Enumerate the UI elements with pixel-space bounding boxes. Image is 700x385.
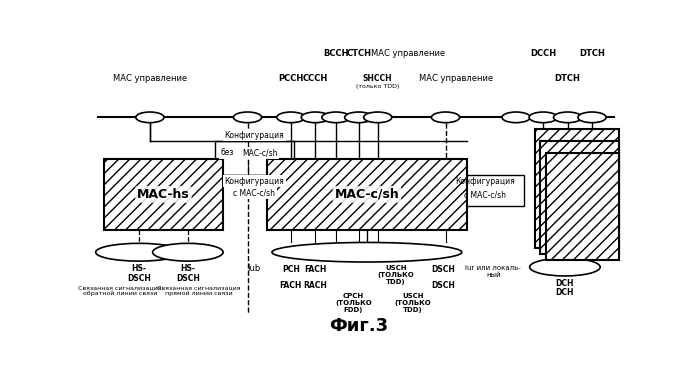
Text: с МАС-c/sh: с МАС-c/sh [233, 189, 275, 198]
Text: PCH: PCH [282, 265, 300, 274]
Text: MAC-d: MAC-d [554, 182, 600, 195]
Ellipse shape [530, 258, 600, 276]
Bar [540, 141, 619, 254]
Text: FACH: FACH [304, 265, 326, 274]
Bar [546, 153, 619, 259]
Text: DCCH: DCCH [530, 49, 556, 58]
Text: Связанная сигнализация
прямой линии связи: Связанная сигнализация прямой линии связ… [157, 285, 241, 296]
Text: CPCH
(ТОЛЬКО
FDD): CPCH (ТОЛЬКО FDD) [335, 293, 372, 313]
Text: без: без [220, 149, 234, 157]
Text: (только TDD): (только TDD) [356, 84, 400, 89]
Text: RACH: RACH [303, 281, 328, 290]
Text: BCCH: BCCH [323, 49, 349, 58]
Ellipse shape [153, 243, 223, 261]
Text: HS-
DSCH: HS- DSCH [176, 264, 199, 283]
Ellipse shape [276, 112, 305, 123]
Text: DCH: DCH [556, 279, 574, 288]
Text: Фиг.3: Фиг.3 [329, 317, 389, 335]
Bar [104, 159, 223, 230]
Text: DSCH: DSCH [431, 281, 455, 290]
Bar [267, 159, 467, 230]
Ellipse shape [301, 112, 330, 123]
Ellipse shape [554, 112, 582, 123]
Text: МАС управление: МАС управление [370, 49, 444, 58]
Text: Iur или локаль-
ный: Iur или локаль- ный [466, 265, 522, 278]
Ellipse shape [529, 112, 557, 123]
Text: DTCH: DTCH [579, 49, 605, 58]
Text: DSCH: DSCH [431, 265, 455, 274]
Ellipse shape [96, 243, 183, 261]
Text: CCCH: CCCH [302, 74, 328, 83]
Text: Конфигурация: Конфигурация [225, 177, 284, 186]
Text: MAC-c/sh: MAC-c/sh [335, 188, 399, 201]
Ellipse shape [233, 112, 262, 123]
Text: с МАС-c/sh: с МАС-c/sh [464, 191, 506, 200]
Text: DCH: DCH [556, 288, 574, 297]
Text: МАС-c/sh: МАС-c/sh [242, 149, 277, 157]
Text: USCH
(ТОЛЬКО
TDD): USCH (ТОЛЬКО TDD) [395, 293, 431, 313]
Text: SHCCH: SHCCH [363, 74, 393, 83]
Ellipse shape [502, 112, 530, 123]
Ellipse shape [578, 112, 606, 123]
Text: PCCH: PCCH [279, 74, 304, 83]
Ellipse shape [322, 112, 350, 123]
Ellipse shape [136, 112, 164, 123]
Text: CTCH: CTCH [346, 49, 371, 58]
Ellipse shape [272, 243, 462, 262]
Ellipse shape [363, 112, 392, 123]
Text: МАС управление: МАС управление [419, 74, 494, 83]
Text: Iub: Iub [248, 264, 261, 273]
Bar [446, 175, 524, 206]
Text: HS-
DSCH: HS- DSCH [127, 264, 151, 283]
Text: МАС управление: МАС управление [113, 74, 187, 83]
Text: DTCH: DTCH [554, 74, 580, 83]
Text: Конфигурация: Конфигурация [225, 131, 284, 140]
Ellipse shape [344, 112, 373, 123]
Text: Конфигурация: Конфигурация [455, 177, 514, 186]
Text: FACH: FACH [280, 281, 302, 290]
Bar [535, 129, 619, 248]
Text: MAC-hs: MAC-hs [137, 188, 190, 201]
Text: Связанная сигнализация
обратной линии связи: Связанная сигнализация обратной линии св… [78, 285, 162, 296]
Ellipse shape [431, 112, 460, 123]
Text: USCH
(ТОЛЬКО
TDD): USCH (ТОЛЬКО TDD) [377, 265, 414, 285]
